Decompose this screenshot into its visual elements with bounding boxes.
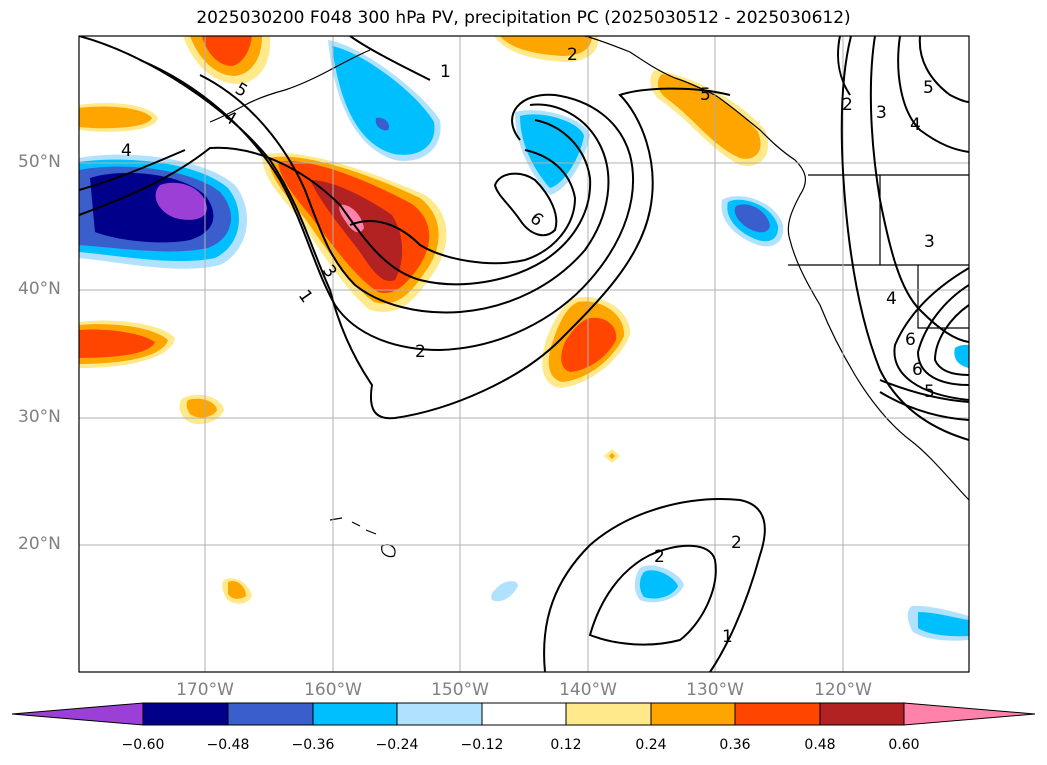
colorbar-extend-max xyxy=(903,702,1036,726)
contour-label: 2 xyxy=(567,45,578,65)
colorbar-bin xyxy=(396,702,483,726)
contour-label: 3 xyxy=(876,103,887,123)
colorbar-tick-label: −0.36 xyxy=(291,737,335,753)
pv-contour-labels: 1 2 3 4 5 6 1 2 4 5 2 6 2 3 4 5 3 4 6 5 … xyxy=(121,45,935,647)
colorbar-bin xyxy=(312,702,398,726)
colorbar-extend-min xyxy=(11,702,144,726)
contour-label: 1 xyxy=(440,62,451,82)
colorbar-bin xyxy=(819,702,905,726)
pv-contour xyxy=(199,74,610,314)
pv-contour xyxy=(79,149,577,265)
colorbar-tick-label: −0.24 xyxy=(375,737,419,753)
lat-label: 40°N xyxy=(18,279,61,299)
pv-contour xyxy=(918,36,969,103)
lat-label: 20°N xyxy=(18,534,61,554)
contour-label: 6 xyxy=(912,360,923,380)
contour-label: 2 xyxy=(654,547,665,567)
contour-label: 4 xyxy=(121,141,132,161)
colorbar-tick-label: 0.48 xyxy=(804,737,836,753)
precip-positive-region xyxy=(228,580,246,599)
map-area: 1 2 3 4 5 6 1 2 4 5 2 6 2 3 4 5 3 4 6 5 … xyxy=(79,36,969,672)
colorbar-bin xyxy=(481,702,567,726)
north-america-coast xyxy=(584,36,969,501)
colorbar-tick-label: −0.48 xyxy=(206,737,250,753)
pv-contour xyxy=(543,498,766,672)
pv-contour xyxy=(840,36,969,441)
precip-positive-region xyxy=(609,453,615,459)
precip-positive-region xyxy=(186,398,217,418)
colorbar-tick-label: 0.60 xyxy=(888,737,920,753)
precip-negative-region xyxy=(155,182,207,220)
colorbar-tick-label: 0.36 xyxy=(719,737,751,753)
contour-label: 5 xyxy=(700,85,711,105)
pv-contour xyxy=(869,36,969,343)
contour-label: 4 xyxy=(886,289,897,309)
pv-contour xyxy=(933,304,969,376)
precip-negative-region xyxy=(734,204,770,233)
contour-label: 4 xyxy=(910,115,921,135)
hawaii-islands xyxy=(329,517,396,558)
precip-negative-region xyxy=(332,46,435,155)
lat-label: 30°N xyxy=(18,407,61,427)
lon-label: 120°W xyxy=(814,680,872,700)
precip-positive-region xyxy=(79,106,152,129)
precip-positive-region xyxy=(561,317,617,372)
lon-label: 140°W xyxy=(559,680,617,700)
colorbar-bin xyxy=(650,702,736,726)
pv-contour xyxy=(79,119,592,286)
lon-label: 170°W xyxy=(176,680,234,700)
colorbar-tick-label: −0.12 xyxy=(460,737,504,753)
contour-label: 6 xyxy=(526,209,547,231)
lat-label: 50°N xyxy=(18,152,61,172)
colorbar-tick-label: 0.24 xyxy=(635,737,667,753)
precip-negative-region xyxy=(954,344,969,368)
colorbar-tick-label: −0.60 xyxy=(121,737,165,753)
colorbar-bin xyxy=(734,702,821,726)
pv-contour xyxy=(916,284,969,386)
colorbar-bin xyxy=(227,702,314,726)
contour-label: 6 xyxy=(905,330,916,350)
contour-label: 5 xyxy=(923,78,934,98)
lon-label: 160°W xyxy=(304,680,362,700)
precip-positive-region xyxy=(500,36,592,56)
coastlines xyxy=(209,36,969,558)
precip-negative-region xyxy=(520,114,584,188)
colorbar-bin xyxy=(142,702,229,726)
pv-contour xyxy=(893,267,969,401)
pv-contour xyxy=(79,36,731,420)
map-frame xyxy=(78,35,970,673)
pv-contour xyxy=(879,379,969,421)
lon-label: 150°W xyxy=(431,680,489,700)
contour-label: 2 xyxy=(842,95,853,115)
lon-label: 130°W xyxy=(686,680,744,700)
pv-contour xyxy=(897,36,969,153)
contour-label: 3 xyxy=(924,232,935,252)
precip-negative-region xyxy=(639,570,678,599)
precip-negative-region xyxy=(375,117,390,131)
precip-positive-region xyxy=(202,36,252,66)
colorbar-tick-label: 0.12 xyxy=(550,737,582,753)
colorbar-bin xyxy=(565,702,652,726)
pv-contour xyxy=(493,172,558,237)
pv-contour xyxy=(139,59,634,352)
pv-contour xyxy=(588,544,717,646)
precip-positive-region xyxy=(79,329,155,358)
map-title: 2025030200 F048 300 hPa PV, precipitatio… xyxy=(196,8,851,28)
pv-contour xyxy=(349,36,851,96)
precip-positive-region xyxy=(657,74,761,159)
precip-negative-region xyxy=(918,612,969,637)
pv-contours xyxy=(79,36,969,672)
contour-label: 2 xyxy=(415,342,426,362)
precip-negative-region xyxy=(491,581,518,602)
contour-label: 1 xyxy=(294,286,317,306)
contour-label: 1 xyxy=(722,627,733,647)
aleutian-islands xyxy=(209,49,371,123)
contour-label: 2 xyxy=(731,533,742,553)
colorbar xyxy=(11,702,1036,726)
contour-label: 5 xyxy=(924,382,935,402)
us-border xyxy=(788,174,969,329)
